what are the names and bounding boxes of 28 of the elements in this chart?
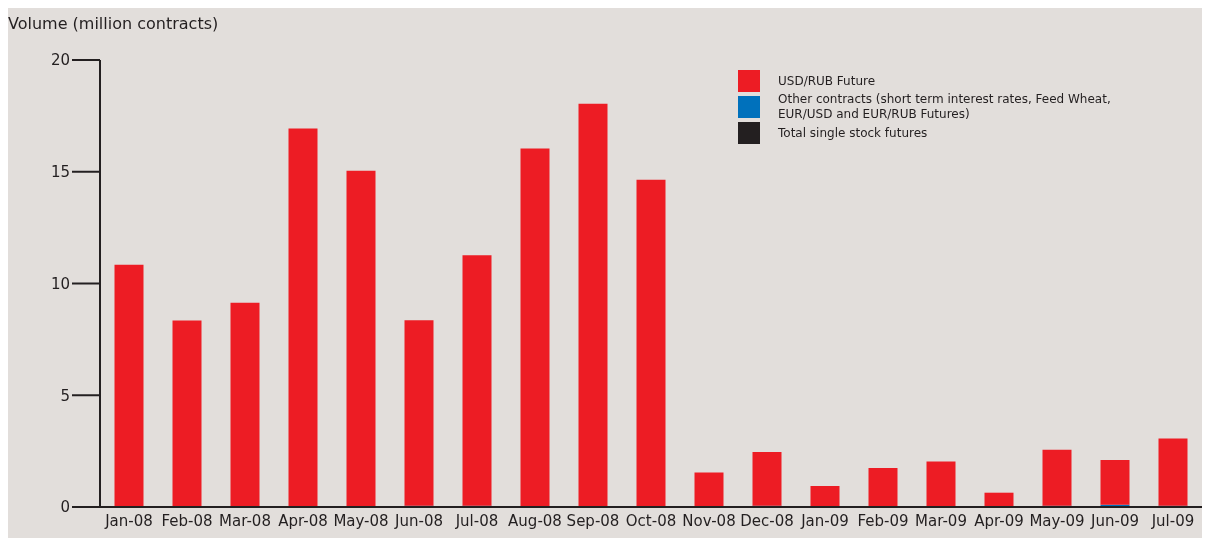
x-tick-label: Feb-08 <box>161 511 213 530</box>
x-tick-label: Mar-08 <box>219 511 271 530</box>
x-tick-label: Jun-09 <box>1090 511 1139 530</box>
x-tick-label: Apr-09 <box>974 511 1024 530</box>
x-tick-label: Mar-09 <box>915 511 967 530</box>
x-tick-label: Dec-08 <box>740 511 794 530</box>
y-axis-title: Volume (million contracts) <box>8 14 219 33</box>
legend-label: Total single stock futures <box>778 125 928 141</box>
x-tick-label: Nov-08 <box>682 511 736 530</box>
x-tick-label: Jan-09 <box>800 511 849 530</box>
x-tick-label: Oct-08 <box>625 511 677 530</box>
x-tick-label: May-09 <box>1029 511 1085 530</box>
x-tick-label: Sep-08 <box>566 511 620 530</box>
x-tick-label: Feb-09 <box>857 511 909 530</box>
x-tick-label: Aug-08 <box>508 511 562 530</box>
x-tick-label: Jan-08 <box>104 511 153 530</box>
legend-label: USD/RUB Future <box>778 73 876 89</box>
y-tick-label: 15 <box>50 163 70 182</box>
y-tick-label: 20 <box>50 51 70 70</box>
y-tick-label: 10 <box>50 274 70 293</box>
x-tick-label: May-08 <box>333 511 389 530</box>
x-tick-label: Jul-09 <box>1150 511 1195 530</box>
x-tick-label: Jul-08 <box>454 511 499 530</box>
x-tick-label: Apr-08 <box>278 511 328 530</box>
y-tick-label: 0 <box>60 498 70 517</box>
y-tick-label: 5 <box>60 386 70 405</box>
legend-label: Other contracts (short term interest rates, Feed Wheat, EUR/USD and EUR/RUB Futures) <box>778 92 1112 122</box>
x-tick-label: Jun-08 <box>394 511 443 530</box>
